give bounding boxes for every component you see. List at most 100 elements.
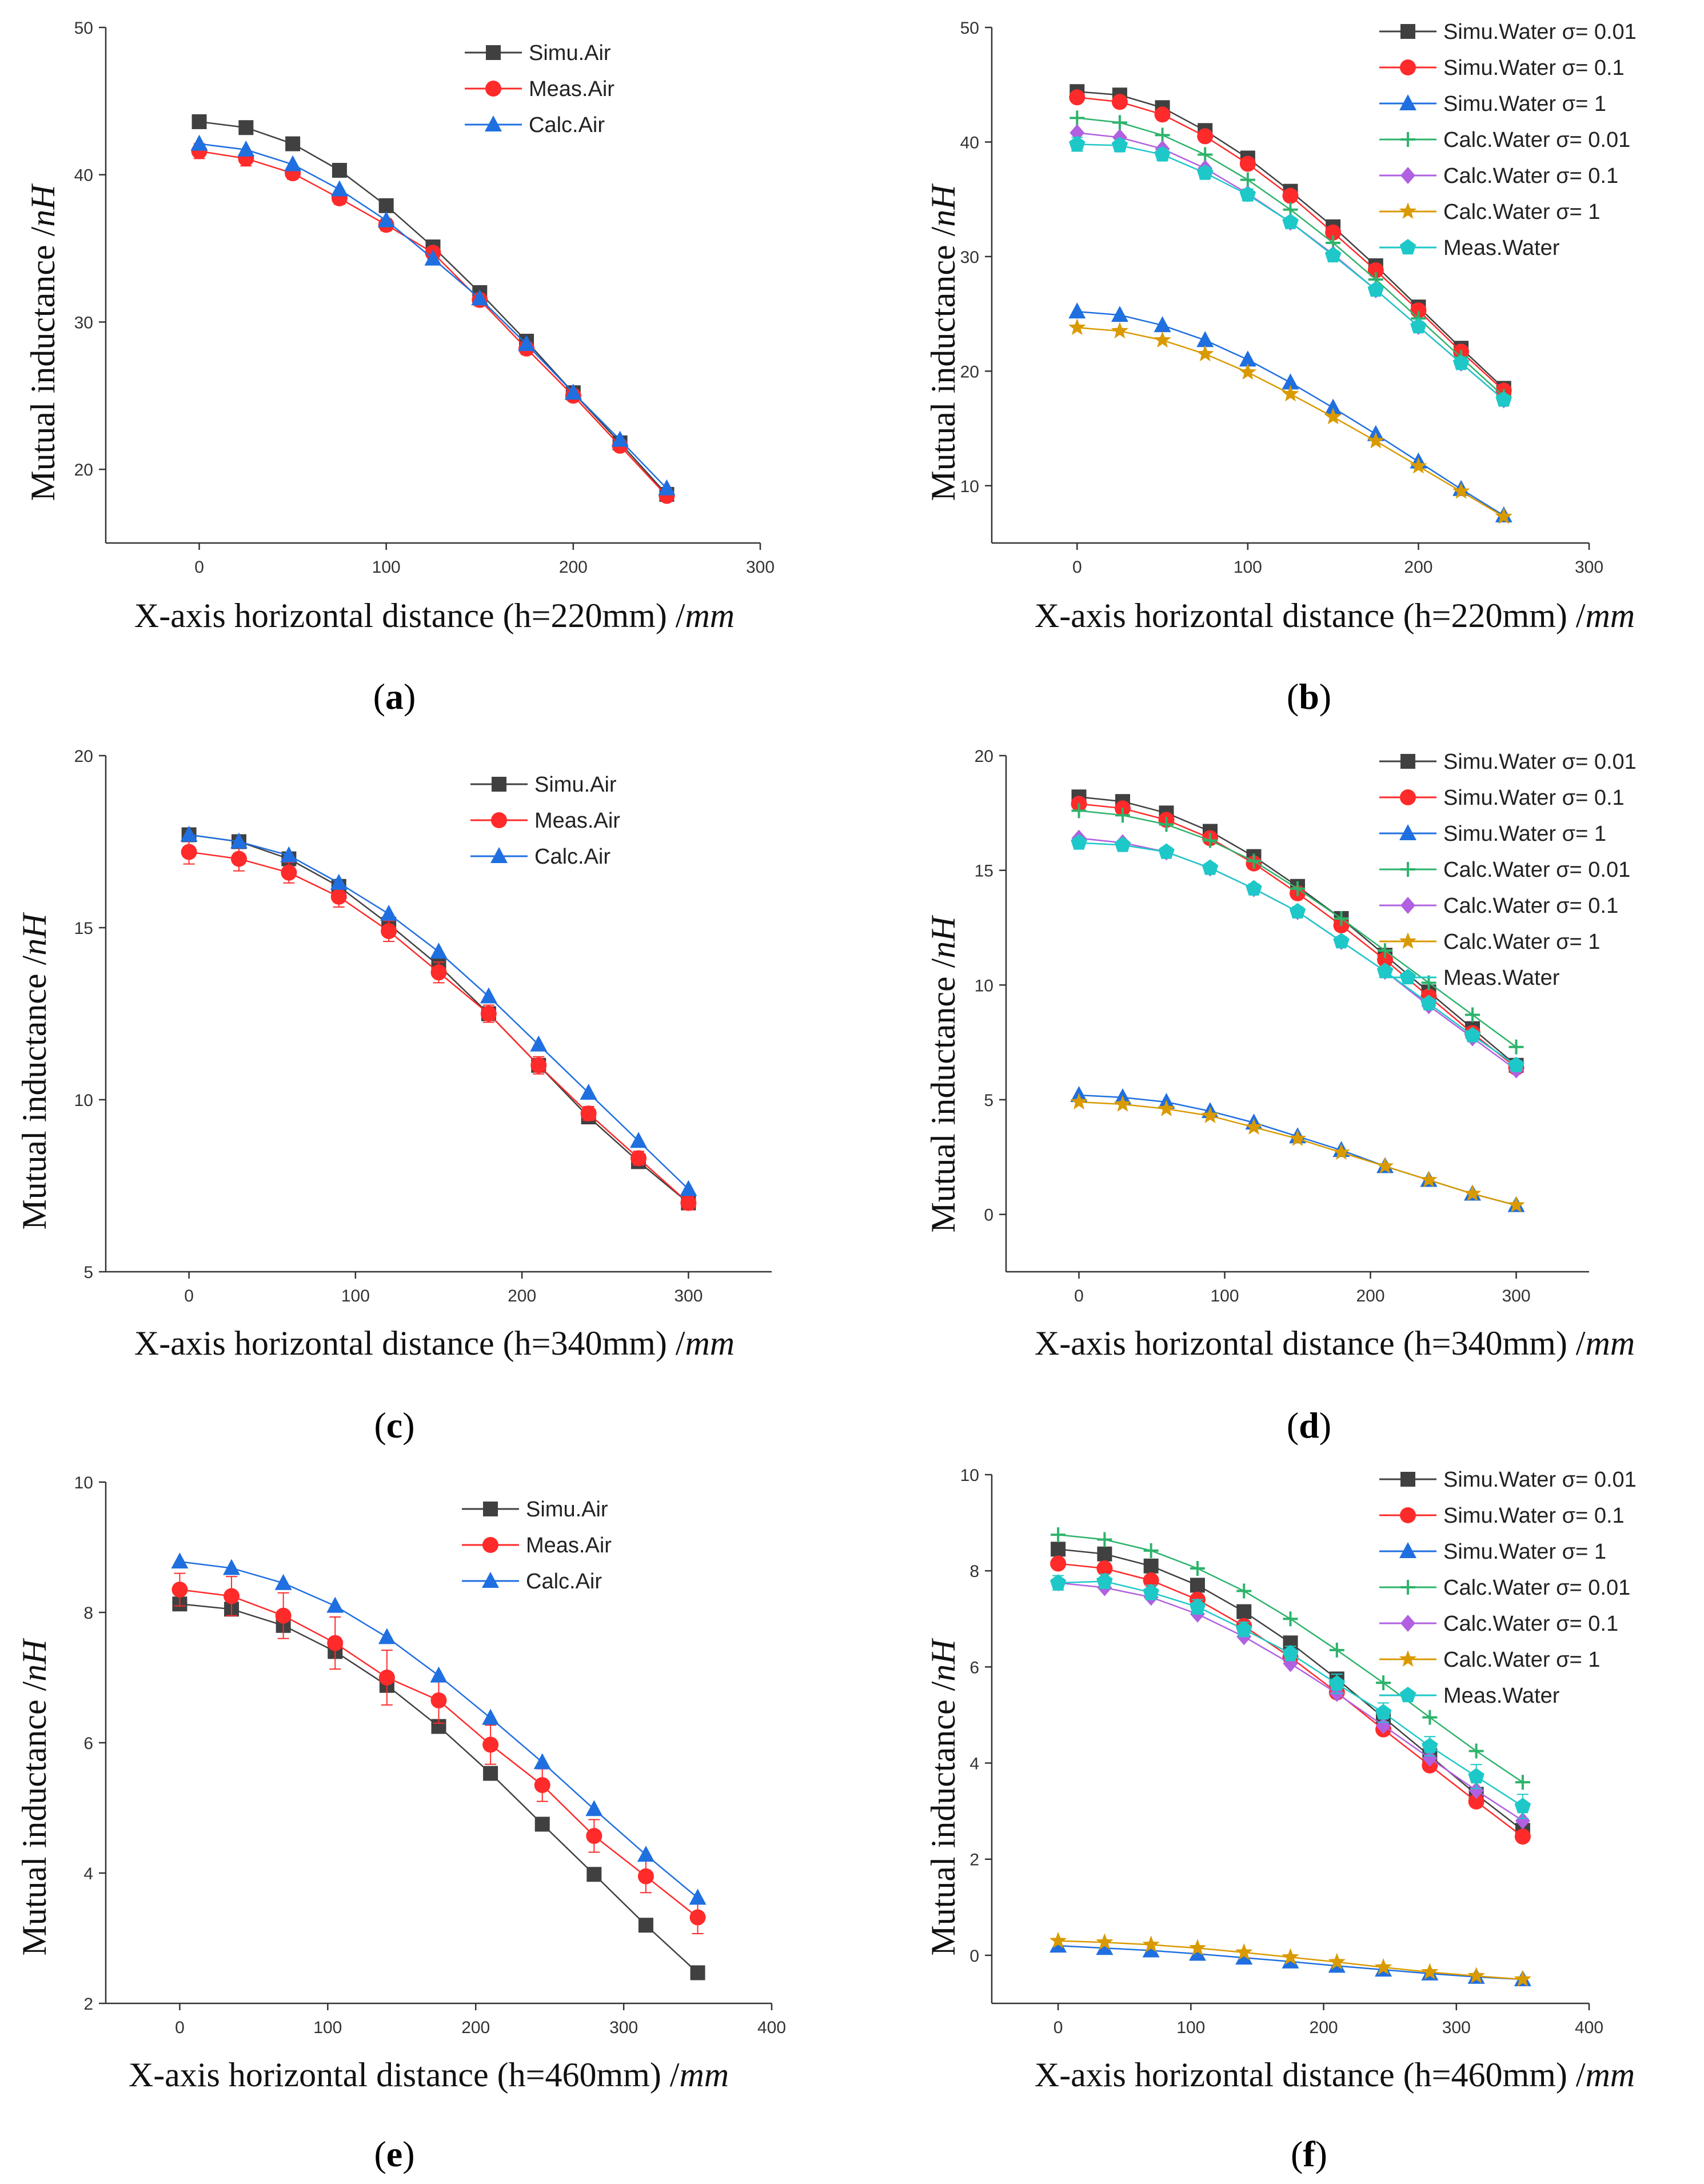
series-line bbox=[199, 121, 668, 495]
legend-marker bbox=[1399, 239, 1416, 255]
data-point bbox=[637, 1846, 655, 1862]
x-tick-label: 100 bbox=[341, 1287, 370, 1305]
data-point bbox=[380, 904, 398, 921]
data-point bbox=[332, 162, 347, 178]
panel-d: Mutual inductance /nH X-axis horizontal … bbox=[924, 747, 1637, 1446]
data-point bbox=[1196, 331, 1214, 348]
data-point bbox=[483, 1766, 498, 1781]
legend-label: Calc.Water σ= 1 bbox=[1443, 200, 1600, 224]
y-tick-label: 8 bbox=[83, 1604, 93, 1623]
x-tick-label: 200 bbox=[1310, 2018, 1338, 2037]
data-point bbox=[430, 1692, 447, 1708]
panel-e: Mutual inductance /nH X-axis horizontal … bbox=[15, 1474, 786, 2174]
legend-entry: Simu.Water σ= 1 bbox=[1379, 822, 1606, 846]
legend-label: Simu.Water σ= 0.1 bbox=[1443, 786, 1625, 810]
x-axis-title: X-axis horizontal distance (h=460mm) /mm bbox=[1035, 2056, 1635, 2094]
data-point bbox=[285, 136, 301, 151]
legend-marker bbox=[482, 1572, 499, 1588]
data-point bbox=[1452, 482, 1470, 499]
data-point bbox=[1111, 322, 1129, 339]
legend-marker bbox=[1399, 202, 1417, 219]
series-meas-water bbox=[1069, 135, 1512, 407]
data-point bbox=[1421, 1963, 1439, 1980]
data-point bbox=[1071, 803, 1087, 818]
legend-marker bbox=[485, 115, 502, 131]
legend-label: Meas.Air bbox=[529, 77, 614, 101]
series-line bbox=[1077, 310, 1505, 516]
series-meas-air bbox=[171, 1572, 706, 1935]
data-point bbox=[530, 1035, 548, 1052]
data-point bbox=[1463, 1184, 1482, 1201]
data-point bbox=[1495, 391, 1512, 407]
y-tick-label: 0 bbox=[969, 1947, 979, 1966]
series-simu-water-0-1 bbox=[1069, 89, 1512, 399]
data-point bbox=[1051, 1542, 1066, 1557]
legend-label: Simu.Water σ= 0.1 bbox=[1443, 56, 1625, 80]
legend-entry: Meas.Air bbox=[470, 809, 620, 833]
series-simu-air bbox=[181, 827, 696, 1211]
x-tick-label: 300 bbox=[1442, 2018, 1471, 2037]
data-point bbox=[689, 1909, 706, 1926]
panel-f: Mutual inductance /nH X-axis horizontal … bbox=[924, 1466, 1637, 2174]
series-line bbox=[1077, 91, 1505, 389]
legend-marker bbox=[1399, 1542, 1416, 1558]
data-point bbox=[1328, 1953, 1346, 1970]
data-point bbox=[1282, 213, 1299, 229]
legend-entry: Simu.Air bbox=[470, 773, 617, 797]
legend-marker bbox=[1400, 59, 1416, 75]
series-line bbox=[189, 834, 689, 1204]
data-point bbox=[1143, 1558, 1159, 1574]
x-tick-label: 400 bbox=[1575, 2018, 1603, 2037]
data-point bbox=[378, 198, 394, 213]
data-point bbox=[1239, 155, 1256, 172]
data-point bbox=[378, 1670, 395, 1686]
data-point bbox=[1071, 834, 1087, 850]
data-point bbox=[1333, 933, 1350, 949]
data-point bbox=[1154, 316, 1171, 333]
legend-marker bbox=[1400, 167, 1415, 184]
legend-entry: Meas.Water bbox=[1379, 236, 1560, 260]
y-axis-title: Mutual inductance /nH bbox=[924, 183, 962, 501]
data-point bbox=[630, 1150, 647, 1167]
data-point bbox=[381, 923, 397, 940]
legend-marker bbox=[1399, 1687, 1416, 1703]
data-point bbox=[424, 249, 442, 266]
legend-entry: Calc.Water σ= 0.1 bbox=[1379, 164, 1618, 188]
y-tick-label: 15 bbox=[74, 919, 93, 938]
data-point bbox=[1422, 1738, 1438, 1754]
y-tick-label: 10 bbox=[960, 1466, 979, 1485]
series-line bbox=[199, 143, 668, 489]
data-point bbox=[330, 888, 347, 905]
legend-entry: Simu.Water σ= 0.1 bbox=[1379, 786, 1625, 810]
data-point bbox=[1328, 1675, 1346, 1691]
data-point bbox=[1051, 1527, 1066, 1543]
x-axis-title: X-axis horizontal distance (h=460mm) /mm bbox=[129, 2056, 729, 2094]
x-tick-label: 100 bbox=[1176, 2018, 1205, 2037]
data-point bbox=[1514, 1828, 1531, 1845]
data-point bbox=[430, 964, 447, 981]
series-simu-water-1 bbox=[1068, 302, 1513, 522]
legend-marker bbox=[1399, 932, 1417, 949]
data-point bbox=[1334, 911, 1349, 926]
legend-entry: Simu.Air bbox=[462, 1498, 608, 1522]
data-point bbox=[1289, 903, 1306, 919]
data-point bbox=[1197, 128, 1214, 145]
data-point bbox=[1246, 880, 1262, 896]
legend-entry: Meas.Water bbox=[1379, 1684, 1560, 1708]
series-meas-water bbox=[1049, 1572, 1531, 1819]
legend-entry: Calc.Water σ= 0.01 bbox=[1379, 128, 1630, 152]
data-point bbox=[1096, 1939, 1114, 1955]
panel-c: Mutual inductance /nH X-axis horizontal … bbox=[15, 747, 772, 1446]
x-tick-label: 0 bbox=[175, 2018, 185, 2037]
legend-entry: Simu.Water σ= 1 bbox=[1379, 1540, 1606, 1564]
panel-b: Mutual inductance /nH X-axis horizontal … bbox=[924, 19, 1637, 717]
x-axis-title: X-axis horizontal distance (h=340mm) /mm bbox=[1035, 1324, 1635, 1362]
data-point bbox=[630, 1132, 647, 1148]
legend-marker bbox=[486, 45, 501, 60]
x-tick-label: 200 bbox=[559, 558, 588, 577]
data-point bbox=[1422, 1710, 1438, 1725]
legend-entry: Meas.Water bbox=[1379, 966, 1560, 990]
data-point bbox=[181, 844, 197, 860]
legend-marker bbox=[485, 81, 501, 97]
legend-entry: Simu.Water σ= 0.1 bbox=[1379, 56, 1625, 80]
